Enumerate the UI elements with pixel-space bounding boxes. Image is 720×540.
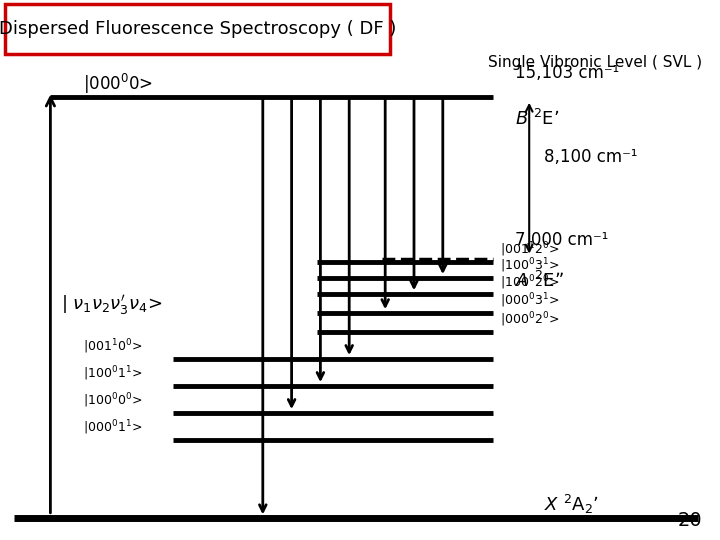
Text: Dispersed Fluorescence Spectroscopy ( DF ): Dispersed Fluorescence Spectroscopy ( DF… [0,20,397,38]
Text: |000$^0$1$^1$>: |000$^0$1$^1$> [83,418,142,437]
Text: $\mathit{B}$ $^2$E’: $\mathit{B}$ $^2$E’ [515,109,559,129]
Text: $\mathit{X}$ $^2$A$_2$’: $\mathit{X}$ $^2$A$_2$’ [544,494,598,516]
FancyBboxPatch shape [5,4,390,54]
Text: $\mathit{A}$ $^2$E”: $\mathit{A}$ $^2$E” [515,271,564,291]
Text: | $\nu_1\nu_2\nu_3^{\prime}\nu_4$>: | $\nu_1\nu_2\nu_3^{\prime}\nu_4$> [61,293,163,317]
Text: |100$^0$2$^0$>: |100$^0$2$^0$> [500,273,559,292]
Text: 20: 20 [678,511,702,530]
Text: |001$^1$0$^0$>: |001$^1$0$^0$> [83,338,142,356]
Text: |100$^0$1$^1$>: |100$^0$1$^1$> [83,364,142,383]
Text: 7,000 cm⁻¹: 7,000 cm⁻¹ [515,231,608,249]
Text: Single Vibronic Level ( SVL ): Single Vibronic Level ( SVL ) [488,55,702,70]
Text: |100$^0$3$^1$>: |100$^0$3$^1$> [500,257,559,275]
Text: 15,103 cm⁻¹: 15,103 cm⁻¹ [515,64,619,82]
Text: |100$^0$0$^0$>: |100$^0$0$^0$> [83,392,142,410]
Text: 8,100 cm⁻¹: 8,100 cm⁻¹ [544,147,637,166]
Text: |000$^0$0>: |000$^0$0> [83,72,153,96]
Text: |000$^0$3$^1$>: |000$^0$3$^1$> [500,292,559,310]
Text: |001$^1$2$^0$>: |001$^1$2$^0$> [500,241,559,259]
Text: |000$^0$2$^0$>: |000$^0$2$^0$> [500,311,559,329]
